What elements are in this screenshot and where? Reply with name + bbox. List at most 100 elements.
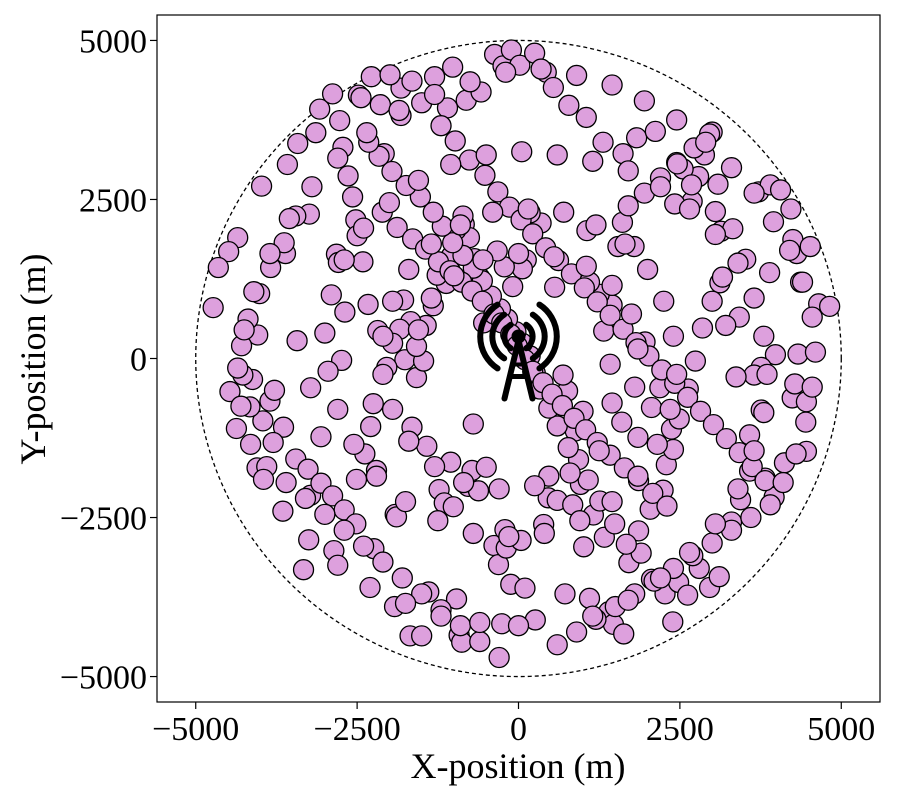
user-point — [546, 634, 568, 656]
user-point — [762, 211, 785, 233]
user-point — [381, 290, 404, 312]
user-point — [704, 200, 727, 223]
user-point — [297, 458, 319, 480]
user-point — [649, 176, 672, 198]
signal-wave — [536, 301, 560, 372]
y-tick-label: 2500 — [79, 182, 147, 219]
user-point — [207, 256, 229, 279]
user-point — [582, 605, 604, 627]
user-point — [801, 376, 823, 398]
user-point — [262, 431, 284, 454]
user-point — [743, 440, 765, 462]
user-point — [305, 122, 327, 144]
y-tick-label: 5000 — [79, 23, 147, 60]
user-point — [565, 621, 588, 643]
user-point — [601, 274, 623, 296]
user-point — [656, 495, 678, 517]
user-point — [704, 513, 727, 535]
user-point — [327, 147, 349, 169]
user-point — [636, 258, 659, 281]
user-point — [218, 240, 240, 263]
user-point — [423, 455, 446, 478]
user-point — [727, 478, 749, 500]
user-point — [475, 456, 497, 478]
user-point — [381, 160, 403, 183]
user-point — [292, 559, 315, 581]
user-point — [287, 132, 309, 155]
user-point — [624, 376, 646, 398]
user-point — [620, 303, 643, 325]
user-point — [341, 186, 364, 208]
user-point — [588, 440, 610, 462]
user-point — [488, 646, 510, 669]
user-point — [482, 201, 504, 223]
user-point — [575, 106, 597, 129]
user-point — [601, 490, 623, 513]
user-point — [219, 380, 241, 403]
user-point — [557, 436, 579, 459]
user-point — [666, 363, 688, 386]
user-point — [233, 319, 255, 341]
user-point — [272, 416, 295, 438]
user-point — [577, 469, 599, 491]
user-point — [430, 115, 452, 137]
user-point — [627, 465, 649, 487]
user-point — [795, 411, 817, 433]
user-point — [321, 485, 344, 507]
user-point — [573, 536, 595, 558]
user-point — [615, 533, 637, 555]
user-point — [411, 625, 433, 647]
user-point — [411, 583, 433, 605]
user-point — [445, 588, 468, 610]
user-point — [423, 83, 446, 106]
user-point — [252, 468, 275, 491]
user-point — [379, 64, 401, 86]
user-point — [517, 198, 539, 220]
user-point — [362, 393, 384, 415]
user-point — [715, 427, 738, 450]
user-point — [474, 164, 496, 186]
antenna-tower-icon — [477, 301, 560, 402]
user-point — [398, 258, 420, 281]
user-point — [227, 357, 249, 379]
user-point — [662, 325, 685, 347]
user-point — [582, 150, 604, 172]
user-point — [743, 287, 765, 309]
user-point — [327, 398, 349, 421]
user-point — [320, 284, 342, 306]
user-point — [314, 503, 336, 525]
user-point — [372, 551, 394, 573]
user-point — [627, 426, 649, 449]
user-point — [276, 153, 299, 176]
user-point — [487, 181, 509, 203]
user-point — [394, 592, 417, 615]
user-point — [275, 471, 297, 494]
user-point — [202, 296, 224, 319]
user-point — [680, 174, 703, 196]
signal-wave — [523, 321, 536, 352]
user-point — [543, 246, 565, 268]
user-point — [662, 611, 684, 633]
user-point — [407, 169, 430, 192]
user-point — [689, 400, 712, 422]
signal-wave — [529, 311, 548, 362]
user-point — [758, 261, 781, 284]
user-point — [250, 175, 273, 197]
user-point — [546, 144, 568, 166]
user-point — [617, 589, 639, 611]
user-point — [653, 290, 675, 312]
user-point — [345, 468, 368, 491]
user-point — [617, 195, 639, 217]
user-point — [578, 587, 601, 609]
user-point — [294, 487, 317, 510]
user-point — [666, 109, 688, 131]
user-point — [818, 295, 841, 317]
user-point — [314, 322, 336, 344]
user-point — [640, 396, 663, 419]
user-point — [442, 56, 464, 78]
user-point — [360, 66, 382, 88]
user-point — [337, 165, 359, 187]
user-point — [614, 233, 636, 255]
user-point — [352, 217, 375, 239]
user-point — [727, 252, 749, 274]
